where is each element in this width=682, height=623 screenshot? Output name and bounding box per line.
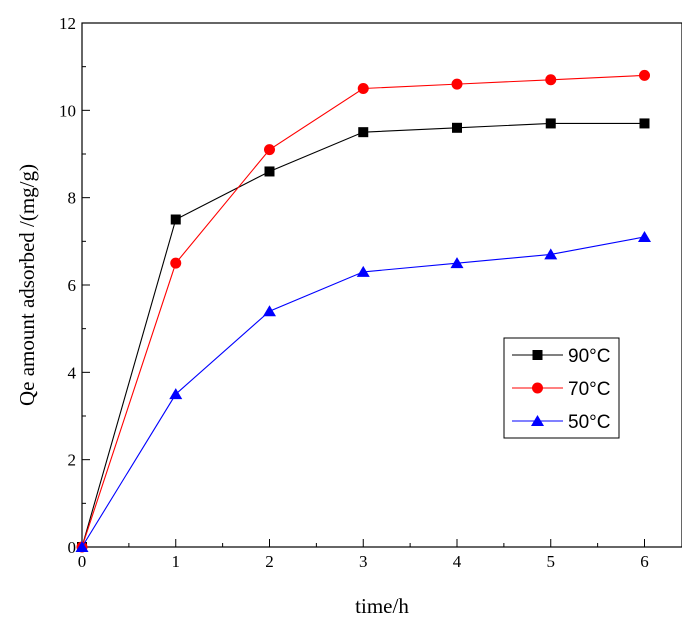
y-tick-label: 10 [59,101,76,120]
legend-marker [532,382,543,394]
series-0 [77,118,650,552]
data-point [170,214,181,225]
series-1 [76,69,650,553]
y-tick-label: 8 [68,189,77,208]
data-point [358,127,369,138]
y-tick-label: 6 [68,276,77,295]
legend-marker [531,415,544,426]
data-point [544,248,558,260]
y-axis-title: Qe amount adsorbed /(mg/g) [15,164,39,406]
data-point [264,144,275,156]
x-tick-label: 0 [78,552,87,571]
data-point [170,257,182,269]
y-tick-label: 4 [68,363,77,382]
legend-label: 50°C [568,412,610,433]
x-tick-label: 1 [172,552,181,571]
x-tick-label: 2 [265,552,274,571]
data-point [452,122,462,133]
x-tick-label: 3 [359,552,368,571]
x-tick-label: 4 [453,552,462,571]
data-point [639,118,650,129]
data-point [639,69,650,81]
data-point [357,83,369,94]
legend-label: 90°C [568,346,610,367]
series-2 [75,230,651,552]
x-tick-label: 6 [640,552,649,571]
plot-frame [81,22,682,548]
series-layer [75,69,651,553]
data-point [451,78,463,90]
data-point [75,541,89,552]
data-point [264,166,275,177]
y-tick-label: 12 [59,14,76,33]
y-tick-label: 2 [68,451,77,470]
y-tick-label: 0 [68,538,77,557]
data-point [545,118,556,129]
legend-label: 70°C [568,379,610,400]
data-point [450,257,464,269]
legend: 90°C 70°C 50°C [503,337,620,439]
series-line [81,122,645,548]
legend-marker [532,350,543,360]
series-line [81,74,645,548]
x-tick-label: 5 [547,552,556,571]
data-point [169,388,183,400]
data-point [638,230,651,242]
x-axis-title: time/h [355,594,409,618]
data-point [356,265,370,277]
data-point [545,74,557,86]
data-point [263,305,276,317]
